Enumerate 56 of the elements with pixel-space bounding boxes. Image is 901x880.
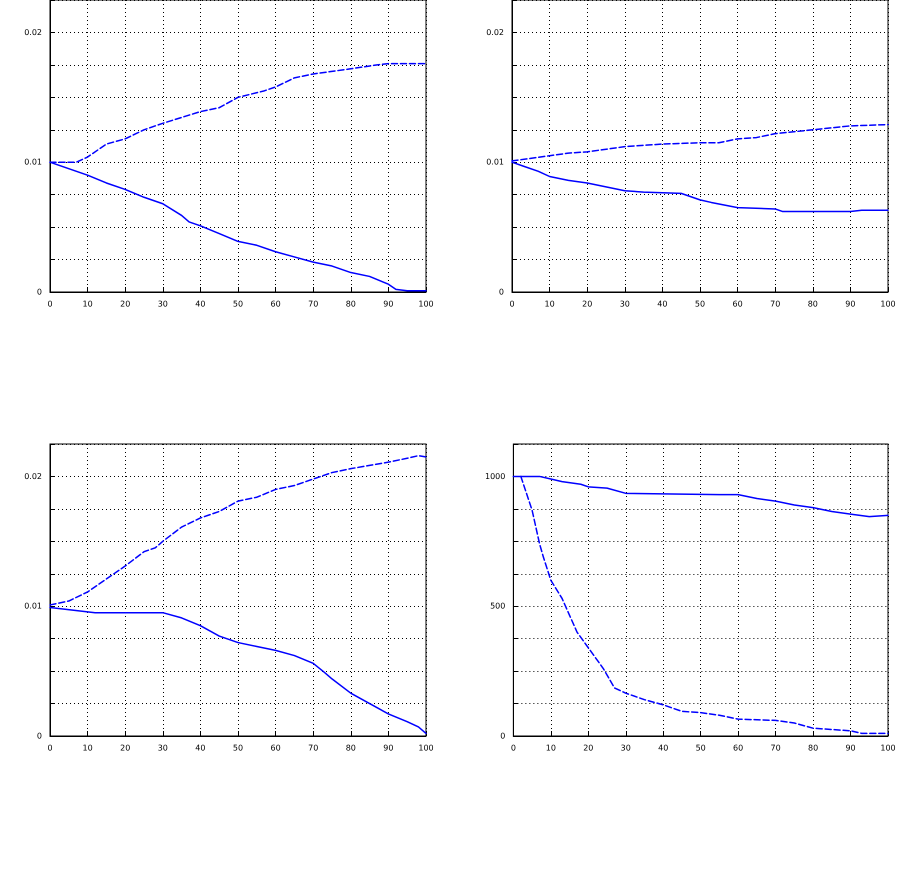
x-tick-label: 40	[195, 744, 206, 752]
y-tick-label: 500	[490, 602, 506, 611]
y-tick-label: 0	[498, 288, 504, 296]
x-tick-label: 80	[808, 300, 818, 308]
x-tick-label: 40	[658, 744, 668, 752]
y-tick-label: 0.02	[24, 28, 42, 37]
x-tick-label: 40	[195, 300, 206, 308]
y-tick-label: 0	[36, 288, 42, 296]
x-tick-label: 80	[346, 300, 356, 308]
x-tick-label: 0	[47, 300, 53, 308]
x-tick-label: 10	[82, 744, 93, 752]
x-tick-label: 70	[770, 744, 781, 752]
x-tick-label: 50	[232, 744, 244, 752]
x-tick-label: 20	[582, 300, 592, 308]
y-tick-label: 0.01	[486, 158, 504, 167]
x-tick-label: 90	[845, 300, 856, 308]
x-tick-label: 0	[510, 744, 516, 752]
x-tick-label: 100	[880, 744, 896, 752]
x-tick-label: 70	[308, 300, 318, 308]
x-tick-label: 90	[383, 300, 394, 308]
y-tick-label: 0	[36, 732, 42, 740]
x-tick-label: 100	[880, 300, 896, 308]
x-tick-label: 80	[808, 744, 818, 752]
x-tick-label: 50	[694, 300, 706, 308]
x-tick-label: 70	[308, 744, 318, 752]
x-tick-label: 30	[158, 744, 168, 752]
x-tick-label: 60	[270, 744, 281, 752]
x-tick-label: 60	[270, 300, 281, 308]
y-tick-label: 1000	[485, 472, 506, 481]
x-tick-label: 20	[120, 300, 130, 308]
x-tick-label: 60	[733, 744, 744, 752]
x-tick-label: 0	[509, 300, 515, 308]
x-tick-label: 50	[232, 300, 244, 308]
x-tick-label: 90	[845, 744, 856, 752]
x-tick-label: 10	[544, 300, 555, 308]
x-tick-label: 60	[732, 300, 743, 308]
x-tick-label: 100	[418, 744, 434, 752]
x-tick-label: 20	[120, 744, 130, 752]
x-tick-label: 10	[82, 300, 93, 308]
y-tick-label: 0.01	[24, 158, 42, 167]
x-tick-label: 30	[158, 300, 168, 308]
y-tick-label: 0.01	[24, 602, 42, 611]
x-tick-label: 70	[770, 300, 780, 308]
x-tick-label: 30	[620, 300, 630, 308]
x-tick-label: 10	[546, 744, 556, 752]
y-tick-label: 0	[500, 732, 506, 740]
x-tick-label: 90	[383, 744, 394, 752]
x-tick-label: 100	[418, 300, 434, 308]
x-tick-label: 40	[657, 300, 668, 308]
x-tick-label: 20	[583, 744, 594, 752]
y-tick-label: 0.02	[486, 28, 504, 37]
x-tick-label: 30	[620, 744, 631, 752]
y-tick-label: 0.02	[24, 472, 42, 481]
x-tick-label: 0	[47, 744, 53, 752]
x-tick-label: 50	[696, 744, 706, 752]
x-tick-label: 80	[346, 744, 356, 752]
